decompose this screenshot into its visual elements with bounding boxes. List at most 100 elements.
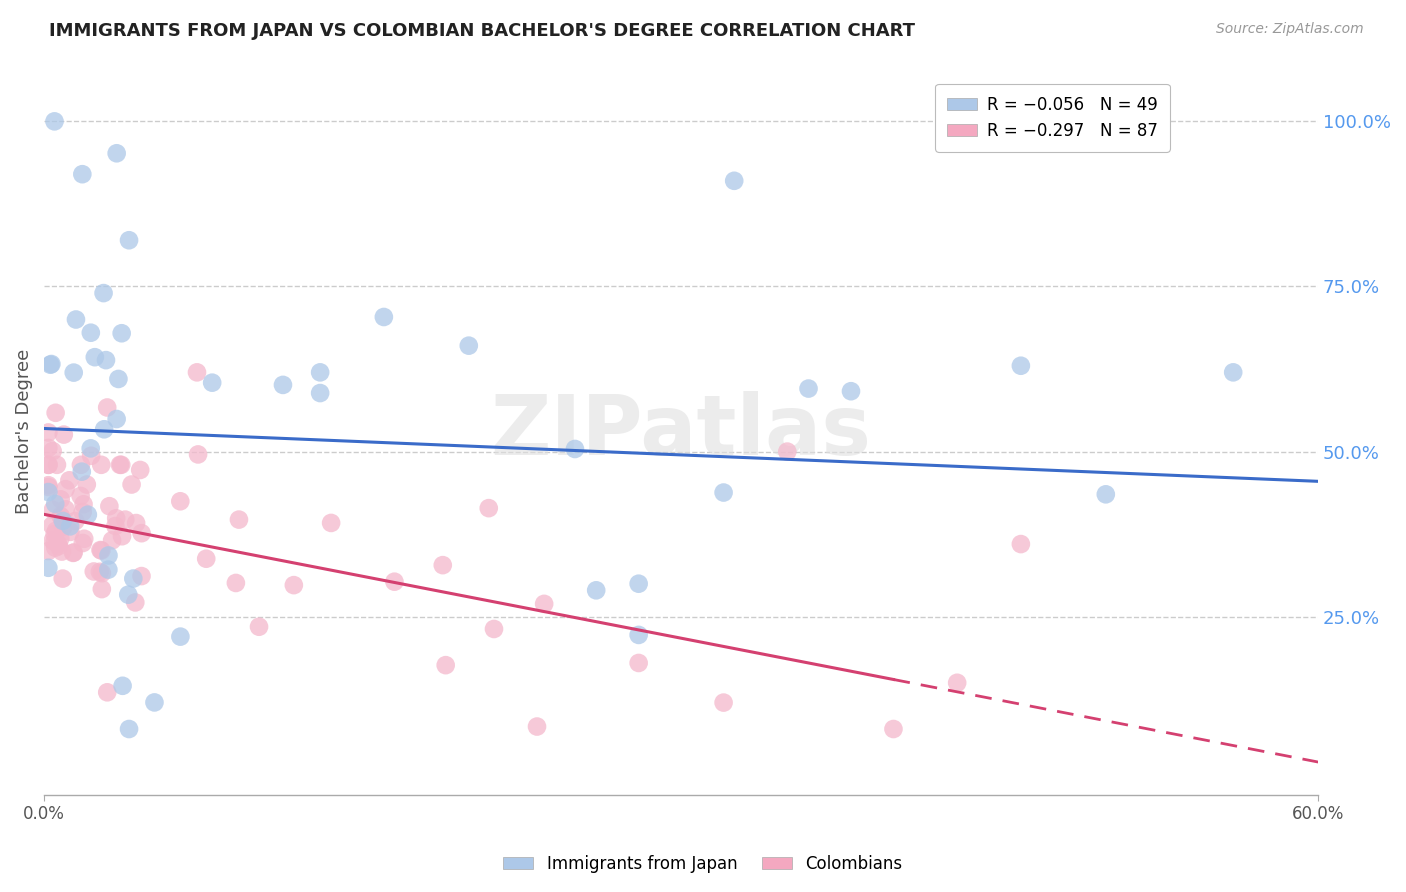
Point bbox=[93, 422, 115, 436]
Point bbox=[131, 569, 153, 583]
Point bbox=[90, 458, 112, 472]
Point bbox=[90, 543, 112, 558]
Point bbox=[72, 505, 94, 519]
Point bbox=[97, 563, 120, 577]
Point bbox=[186, 365, 208, 379]
Point bbox=[83, 565, 105, 579]
Point bbox=[723, 174, 745, 188]
Point bbox=[44, 497, 66, 511]
Point bbox=[58, 473, 80, 487]
Point bbox=[62, 366, 84, 380]
Point bbox=[946, 675, 969, 690]
Point bbox=[37, 478, 59, 492]
Point bbox=[143, 695, 166, 709]
Point bbox=[41, 444, 63, 458]
Legend: Immigrants from Japan, Colombians: Immigrants from Japan, Colombians bbox=[496, 848, 910, 880]
Point bbox=[839, 384, 862, 399]
Point bbox=[52, 514, 75, 528]
Point bbox=[129, 463, 152, 477]
Point bbox=[37, 485, 59, 500]
Point bbox=[44, 534, 66, 549]
Point bbox=[49, 532, 72, 546]
Point bbox=[80, 449, 103, 463]
Point bbox=[62, 546, 84, 560]
Point bbox=[37, 458, 59, 472]
Point bbox=[627, 656, 650, 670]
Point bbox=[228, 513, 250, 527]
Point bbox=[110, 458, 132, 472]
Point bbox=[1094, 487, 1116, 501]
Point bbox=[321, 516, 343, 530]
Point bbox=[41, 518, 63, 533]
Point bbox=[533, 597, 555, 611]
Point bbox=[65, 312, 87, 326]
Point bbox=[55, 502, 77, 516]
Point bbox=[776, 444, 799, 458]
Point bbox=[80, 326, 103, 340]
Text: Source: ZipAtlas.com: Source: ZipAtlas.com bbox=[1216, 22, 1364, 37]
Point bbox=[73, 532, 96, 546]
Point bbox=[482, 622, 505, 636]
Point bbox=[564, 442, 586, 456]
Point bbox=[627, 628, 650, 642]
Point bbox=[97, 549, 120, 563]
Point bbox=[44, 527, 66, 541]
Point bbox=[169, 494, 191, 508]
Point bbox=[65, 514, 87, 528]
Point bbox=[76, 508, 98, 522]
Point bbox=[309, 365, 332, 379]
Point bbox=[51, 544, 73, 558]
Point bbox=[111, 679, 134, 693]
Point bbox=[118, 722, 141, 736]
Text: ZIPatlas: ZIPatlas bbox=[491, 392, 872, 472]
Point bbox=[101, 533, 124, 548]
Point bbox=[114, 513, 136, 527]
Point bbox=[247, 620, 270, 634]
Point bbox=[94, 353, 117, 368]
Point bbox=[72, 497, 94, 511]
Point bbox=[105, 511, 128, 525]
Point bbox=[131, 526, 153, 541]
Point bbox=[627, 576, 650, 591]
Point bbox=[45, 406, 67, 420]
Point bbox=[121, 477, 143, 491]
Point bbox=[44, 114, 66, 128]
Point bbox=[187, 447, 209, 461]
Point bbox=[125, 516, 148, 530]
Point bbox=[118, 233, 141, 247]
Point bbox=[98, 499, 121, 513]
Point bbox=[1010, 537, 1032, 551]
Point bbox=[309, 386, 332, 401]
Point bbox=[169, 630, 191, 644]
Point bbox=[713, 696, 735, 710]
Point bbox=[457, 339, 479, 353]
Point bbox=[48, 539, 70, 553]
Point bbox=[41, 357, 63, 371]
Point bbox=[105, 146, 128, 161]
Point bbox=[478, 501, 501, 516]
Point bbox=[62, 545, 84, 559]
Point bbox=[52, 520, 75, 534]
Point bbox=[59, 524, 82, 539]
Point bbox=[104, 519, 127, 533]
Point bbox=[90, 566, 112, 581]
Point bbox=[83, 350, 105, 364]
Point bbox=[713, 485, 735, 500]
Point bbox=[225, 576, 247, 591]
Point bbox=[434, 658, 457, 673]
Point bbox=[80, 442, 103, 456]
Y-axis label: Bachelor's Degree: Bachelor's Degree bbox=[15, 349, 32, 515]
Point bbox=[46, 537, 69, 551]
Point bbox=[124, 595, 146, 609]
Point bbox=[384, 574, 406, 589]
Point bbox=[105, 412, 128, 426]
Point bbox=[90, 582, 112, 596]
Point bbox=[59, 519, 82, 533]
Point bbox=[93, 286, 115, 301]
Point bbox=[72, 536, 94, 550]
Point bbox=[39, 358, 62, 372]
Point bbox=[882, 722, 904, 736]
Point bbox=[55, 482, 77, 496]
Point bbox=[373, 310, 395, 324]
Point bbox=[49, 508, 72, 523]
